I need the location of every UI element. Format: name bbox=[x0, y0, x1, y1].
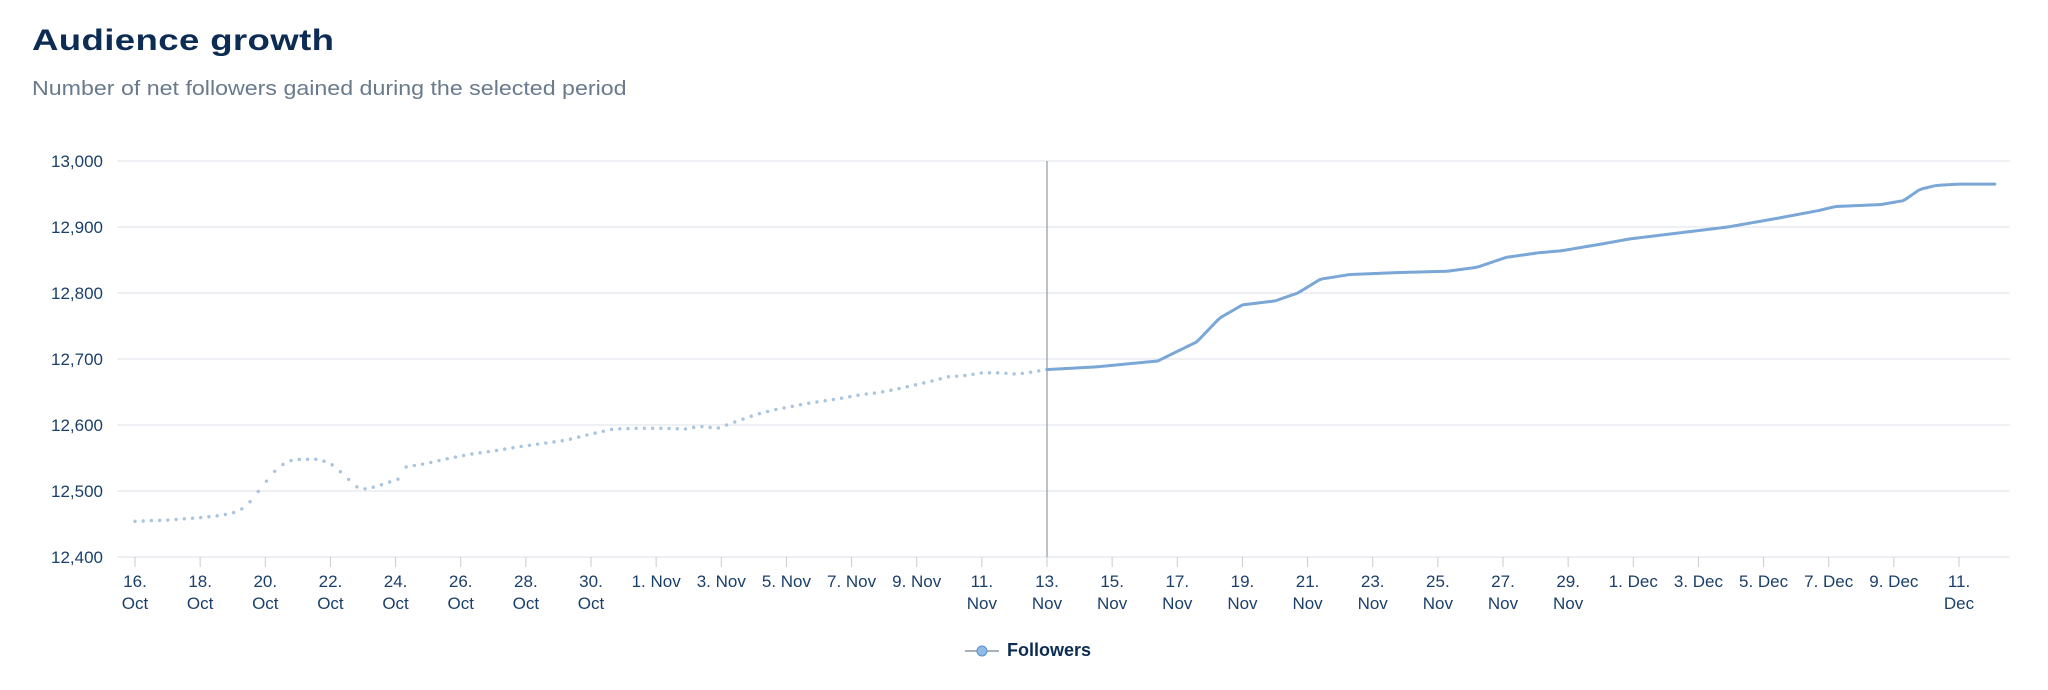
svg-text:19.: 19. bbox=[1231, 572, 1255, 591]
svg-text:Oct: Oct bbox=[447, 594, 474, 613]
svg-text:25.: 25. bbox=[1426, 572, 1450, 591]
svg-text:3. Dec: 3. Dec bbox=[1674, 572, 1724, 591]
svg-text:Oct: Oct bbox=[252, 594, 279, 613]
svg-text:1. Dec: 1. Dec bbox=[1609, 572, 1659, 591]
svg-text:Oct: Oct bbox=[187, 594, 214, 613]
svg-text:Nov: Nov bbox=[1488, 594, 1519, 613]
svg-text:7. Nov: 7. Nov bbox=[827, 572, 877, 591]
svg-text:13.: 13. bbox=[1035, 572, 1059, 591]
svg-text:Nov: Nov bbox=[1162, 594, 1193, 613]
svg-text:9. Dec: 9. Dec bbox=[1869, 572, 1919, 591]
svg-text:20.: 20. bbox=[253, 572, 277, 591]
svg-text:13,000: 13,000 bbox=[51, 152, 103, 171]
svg-text:Oct: Oct bbox=[513, 594, 540, 613]
svg-text:Nov: Nov bbox=[1292, 594, 1323, 613]
svg-text:12,800: 12,800 bbox=[51, 284, 103, 303]
svg-text:11.: 11. bbox=[971, 572, 993, 591]
svg-text:Oct: Oct bbox=[122, 594, 149, 613]
svg-text:Nov: Nov bbox=[1553, 594, 1584, 613]
svg-text:Nov: Nov bbox=[1032, 594, 1063, 613]
svg-text:12,500: 12,500 bbox=[51, 482, 103, 501]
svg-text:5. Dec: 5. Dec bbox=[1739, 572, 1789, 591]
svg-text:Oct: Oct bbox=[317, 594, 344, 613]
svg-text:9. Nov: 9. Nov bbox=[892, 572, 942, 591]
svg-text:22.: 22. bbox=[319, 572, 343, 591]
svg-text:12,400: 12,400 bbox=[51, 548, 103, 567]
svg-text:Nov: Nov bbox=[1097, 594, 1128, 613]
svg-text:Nov: Nov bbox=[1227, 594, 1258, 613]
svg-text:7. Dec: 7. Dec bbox=[1804, 572, 1854, 591]
svg-text:Oct: Oct bbox=[382, 594, 409, 613]
svg-text:17.: 17. bbox=[1165, 572, 1189, 591]
svg-text:Nov: Nov bbox=[1358, 594, 1389, 613]
svg-text:27.: 27. bbox=[1491, 572, 1515, 591]
svg-text:28.: 28. bbox=[514, 572, 538, 591]
svg-text:12,600: 12,600 bbox=[51, 416, 103, 435]
svg-text:Nov: Nov bbox=[967, 594, 998, 613]
svg-text:1. Nov: 1. Nov bbox=[632, 572, 682, 591]
svg-text:Nov: Nov bbox=[1423, 594, 1454, 613]
svg-text:Oct: Oct bbox=[578, 594, 605, 613]
svg-text:29.: 29. bbox=[1556, 572, 1580, 591]
svg-text:26.: 26. bbox=[449, 572, 473, 591]
svg-text:24.: 24. bbox=[384, 572, 408, 591]
svg-text:11.: 11. bbox=[1948, 572, 1970, 591]
svg-text:23.: 23. bbox=[1361, 572, 1385, 591]
svg-text:12,700: 12,700 bbox=[51, 350, 103, 369]
svg-text:15.: 15. bbox=[1100, 572, 1124, 591]
svg-text:12,900: 12,900 bbox=[51, 218, 103, 237]
svg-text:21.: 21. bbox=[1296, 572, 1320, 591]
svg-text:3. Nov: 3. Nov bbox=[697, 572, 747, 591]
svg-text:30.: 30. bbox=[579, 572, 603, 591]
svg-text:5. Nov: 5. Nov bbox=[762, 572, 812, 591]
svg-text:18.: 18. bbox=[188, 572, 212, 591]
svg-text:16.: 16. bbox=[123, 572, 147, 591]
svg-text:Dec: Dec bbox=[1944, 594, 1975, 613]
